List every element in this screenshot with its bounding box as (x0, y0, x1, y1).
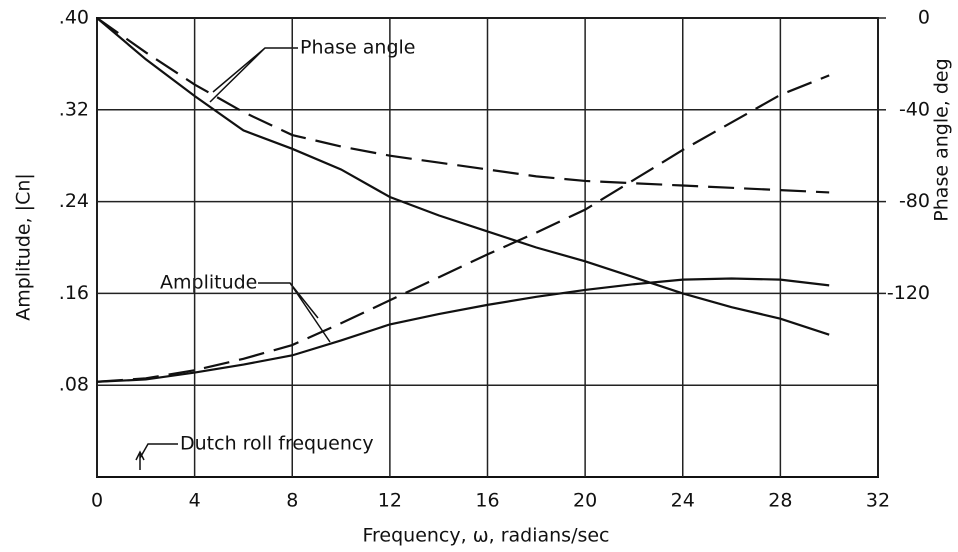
annotation: Amplitude (160, 272, 257, 294)
x-tick-label: 24 (671, 490, 695, 512)
y-tick-label: .32 (59, 98, 89, 120)
line-series (96, 277, 830, 383)
x-tick-label: 12 (378, 490, 402, 512)
x-tick-label: 20 (573, 490, 597, 512)
line-series (96, 74, 830, 383)
y-tick-label: .40 (59, 7, 89, 29)
y2-axis-label: Phase angle, deg (931, 58, 953, 221)
annotation: Phase angle (300, 37, 415, 59)
y-tick-label: .16 (59, 282, 89, 304)
y2-tick-label: -80 (899, 190, 930, 212)
x-tick-label: 4 (189, 490, 201, 512)
y-tick-label: .24 (59, 190, 89, 212)
line-series (96, 17, 830, 336)
x-tick-label: 28 (768, 490, 792, 512)
annotation-arrow (135, 443, 178, 470)
line-series (96, 17, 830, 194)
y-tick-label: .08 (59, 374, 89, 396)
y2-tick-label: -40 (899, 98, 930, 120)
x-tick-label: 8 (286, 490, 298, 512)
annotation: Dutch roll frequency (180, 433, 374, 455)
x-tick-label: 32 (866, 490, 890, 512)
y2-tick-label: 0 (918, 7, 930, 29)
x-tick-label: 16 (475, 490, 499, 512)
x-tick-label: 0 (91, 490, 103, 512)
y-axis-label: Amplitude, |Cn| (13, 173, 35, 321)
x-axis-label: Frequency, ω, radians/sec (362, 525, 609, 547)
annotation-arrow (209, 47, 298, 103)
y2-tick-label: -120 (887, 282, 930, 304)
